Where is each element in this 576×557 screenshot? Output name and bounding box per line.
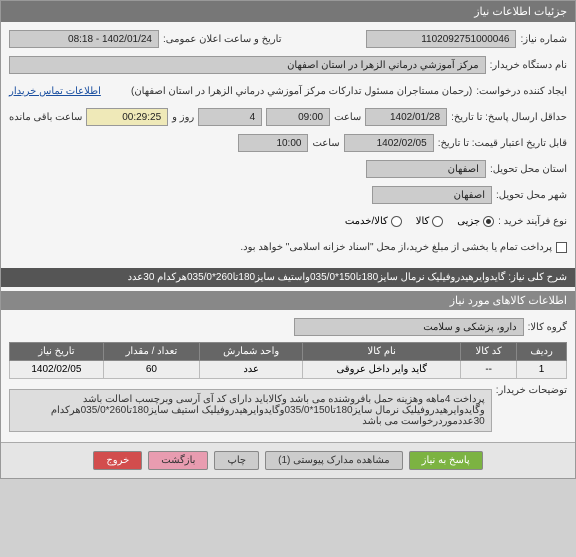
payment-note: پرداخت تمام یا بخشی از مبلغ خرید،از محل … (240, 242, 552, 253)
buyer-notes-box: پرداخت 4ماهه وهزینه حمل بافروشنده می باش… (9, 389, 492, 432)
button-bar: پاسخ به نیاز مشاهده مدارک پیوستی (1) چاپ… (1, 442, 575, 478)
exit-button[interactable]: خروج (93, 451, 142, 470)
label-buyer: نام دستگاه خریدار: (490, 60, 567, 71)
contact-info-link[interactable]: اطلاعات تماس خریدار (9, 86, 101, 97)
need-subject-text: گایدوایرهیدروفیلیک نرمال سایز180تا150*03… (128, 272, 506, 283)
col-date: تاریخ نیاز (10, 343, 104, 361)
panel-title: جزئیات اطلاعات نیاز (1, 1, 575, 22)
back-button[interactable]: بازگشت (148, 451, 208, 470)
col-qty: تعداد / مقدار (103, 343, 199, 361)
label-requester: ایجاد کننده درخواست: (476, 86, 567, 97)
label-hour-2: ساعت (312, 138, 339, 149)
details-panel: جزئیات اطلاعات نیاز شماره نیاز: 11020927… (0, 0, 576, 479)
cell-name: گاید وایر داخل عروقی (303, 361, 461, 379)
field-deadline-date: 1402/01/28 (365, 108, 447, 126)
need-subject-bar: شرح کلی نیاز: گایدوایرهیدروفیلیک نرمال س… (1, 268, 575, 287)
cell-row: 1 (517, 361, 567, 379)
label-day-and: روز و (172, 112, 194, 123)
field-valid-date: 1402/02/05 (344, 134, 434, 152)
radio-label: جزیی (457, 216, 480, 227)
label-city-need: استان محل تحویل: (490, 164, 567, 175)
field-buyer: مرکز آموزشي درماني الزهرا در استان اصفها… (9, 56, 486, 74)
field-countdown: 00:29:25 (86, 108, 168, 126)
attachments-button[interactable]: مشاهده مدارک پیوستی (1) (265, 451, 403, 470)
field-city-deliv: اصفهان (372, 186, 492, 204)
radio-label: کالا (416, 216, 430, 227)
cell-date: 1402/02/05 (10, 361, 104, 379)
table-header-row: ردیف کد کالا نام کالا واحد شمارش تعداد /… (10, 343, 567, 361)
print-button[interactable]: چاپ (214, 451, 259, 470)
field-days: 4 (198, 108, 262, 126)
field-requester: (رحمان مستاجران مسئول تدارکات مرکز آموزش… (105, 86, 472, 97)
radio-goods-service[interactable]: کالا/خدمت (345, 216, 402, 227)
label-buy-process: نوع فرآیند خرید : (498, 216, 567, 227)
cell-qty: 60 (103, 361, 199, 379)
cell-code: -- (461, 361, 517, 379)
respond-button[interactable]: پاسخ به نیاز (409, 451, 483, 470)
radio-group-buy-process: جزیی کالا کالا/خدمت (345, 216, 494, 227)
label-need-subject: شرح کلی نیاز: (508, 272, 567, 283)
goods-table: ردیف کد کالا نام کالا واحد شمارش تعداد /… (9, 342, 567, 379)
col-row: ردیف (517, 343, 567, 361)
radio-icon (483, 216, 494, 227)
label-goods-group: گروه کالا: (528, 322, 567, 333)
field-city-need: اصفهان (366, 160, 486, 178)
checkbox-treasury[interactable] (556, 242, 567, 253)
radio-icon (432, 216, 443, 227)
table-row[interactable]: 1 -- گاید وایر داخل عروقی عدد 60 1402/02… (10, 361, 567, 379)
cell-unit: عدد (200, 361, 303, 379)
field-need-no: 1102092751000046 (366, 30, 516, 48)
label-announce-dt: تاریخ و ساعت اعلان عمومی: (163, 34, 282, 45)
label-valid-until: قابل تاریخ اعتبار قیمت: تا تاریخ: (438, 138, 567, 149)
field-announce-dt: 1402/01/24 - 08:18 (9, 30, 159, 48)
radio-partial[interactable]: جزیی (457, 216, 494, 227)
form-body: شماره نیاز: 1102092751000046 تاریخ و ساع… (1, 22, 575, 268)
label-need-no: شماره نیاز: (520, 34, 567, 45)
label-buyer-notes: توضیحات خریدار: (496, 385, 567, 396)
goods-info-header: اطلاعات کالاهای مورد نیاز (1, 291, 575, 310)
radio-label: کالا/خدمت (345, 216, 388, 227)
label-deadline: حداقل ارسال پاسخ: تا تاریخ: (451, 112, 567, 123)
field-valid-time: 10:00 (238, 134, 308, 152)
label-remain: ساعت باقی مانده (9, 112, 82, 123)
col-unit: واحد شمارش (200, 343, 303, 361)
field-deadline-time: 09:00 (266, 108, 330, 126)
radio-icon (391, 216, 402, 227)
label-hour-1: ساعت (334, 112, 361, 123)
col-name: نام کالا (303, 343, 461, 361)
radio-goods[interactable]: کالا (416, 216, 444, 227)
label-city-deliv: شهر محل تحویل: (496, 190, 567, 201)
col-code: کد کالا (461, 343, 517, 361)
field-goods-group: دارو، پزشکی و سلامت (294, 318, 524, 336)
